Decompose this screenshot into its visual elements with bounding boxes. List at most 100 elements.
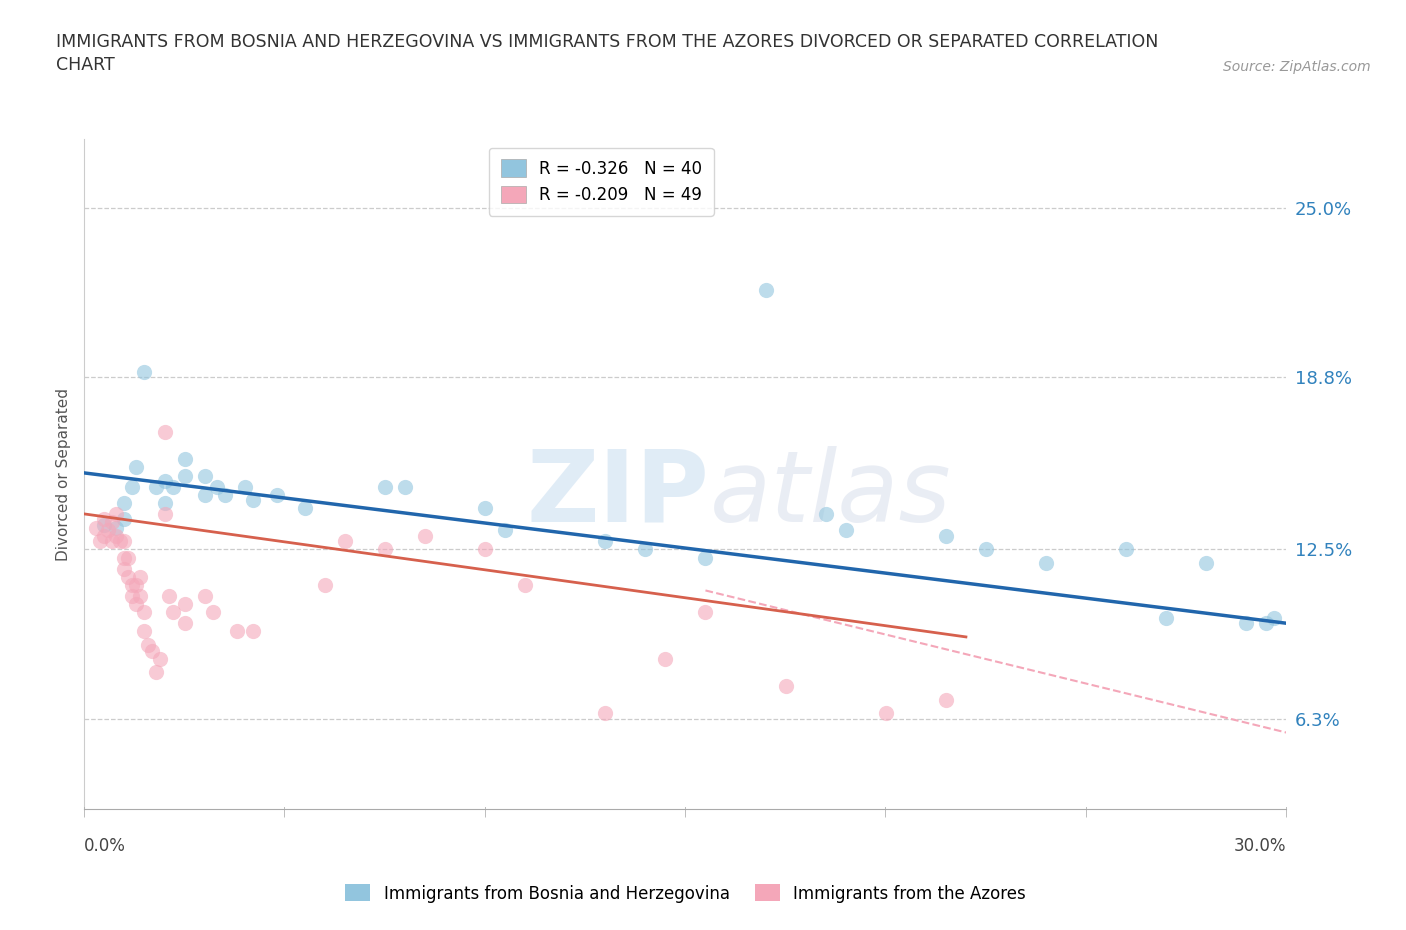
Point <box>595 534 617 549</box>
Text: ZIP: ZIP <box>527 445 710 543</box>
Point <box>105 528 128 543</box>
Point <box>314 578 336 592</box>
Point <box>173 468 195 483</box>
Point <box>153 424 176 439</box>
Point <box>125 460 148 475</box>
Point <box>266 487 288 502</box>
Point <box>205 479 228 494</box>
Point <box>413 528 436 543</box>
Point <box>153 473 176 488</box>
Point <box>134 365 156 379</box>
Text: |: | <box>283 806 287 817</box>
Point <box>125 578 148 592</box>
Point <box>162 479 184 494</box>
Point <box>101 534 124 549</box>
Point <box>129 569 152 584</box>
Point <box>634 542 657 557</box>
Point <box>97 523 120 538</box>
Text: |: | <box>484 806 486 817</box>
Text: CHART: CHART <box>56 56 115 73</box>
Point <box>814 507 837 522</box>
Point <box>121 589 143 604</box>
Point <box>153 507 176 522</box>
Point <box>114 551 135 565</box>
Point <box>173 616 195 631</box>
Point <box>1156 610 1178 625</box>
Point <box>394 479 416 494</box>
Text: |: | <box>1084 806 1088 817</box>
Point <box>105 507 128 522</box>
Point <box>134 604 156 619</box>
Point <box>374 542 396 557</box>
Point <box>214 487 236 502</box>
Point <box>695 604 717 619</box>
Point <box>695 551 717 565</box>
Point <box>157 589 180 604</box>
Text: 30.0%: 30.0% <box>1234 837 1286 855</box>
Point <box>194 487 217 502</box>
Point <box>201 604 224 619</box>
Point <box>114 534 135 549</box>
Point <box>145 479 167 494</box>
Text: Source: ZipAtlas.com: Source: ZipAtlas.com <box>1223 60 1371 74</box>
Point <box>474 542 496 557</box>
Point <box>194 468 217 483</box>
Point <box>117 569 139 584</box>
Point <box>125 597 148 612</box>
Text: |: | <box>683 806 688 817</box>
Point <box>242 624 264 639</box>
Point <box>515 578 537 592</box>
Point <box>974 542 997 557</box>
Point <box>138 638 160 653</box>
Point <box>110 534 132 549</box>
Point <box>105 520 128 535</box>
Point <box>333 534 356 549</box>
Point <box>654 651 676 666</box>
Point <box>1195 556 1218 571</box>
Point <box>134 624 156 639</box>
Point <box>595 706 617 721</box>
Point <box>93 512 115 526</box>
Text: |: | <box>1285 806 1288 817</box>
Point <box>86 520 108 535</box>
Point <box>374 479 396 494</box>
Point <box>121 578 143 592</box>
Text: 0.0%: 0.0% <box>84 837 127 855</box>
Point <box>242 493 264 508</box>
Point <box>1234 616 1257 631</box>
Point <box>121 479 143 494</box>
Point <box>935 692 957 707</box>
Text: atlas: atlas <box>710 445 950 543</box>
Point <box>101 514 124 529</box>
Point <box>141 644 163 658</box>
Point <box>153 496 176 511</box>
Point <box>935 528 957 543</box>
Point <box>173 452 195 467</box>
Point <box>114 496 135 511</box>
Point <box>173 597 195 612</box>
Point <box>114 512 135 526</box>
Text: |: | <box>884 806 887 817</box>
Point <box>755 283 778 298</box>
Point <box>149 651 172 666</box>
Point <box>1035 556 1057 571</box>
Point <box>1256 616 1278 631</box>
Point <box>225 624 247 639</box>
Point <box>145 665 167 680</box>
Point <box>93 528 115 543</box>
Point <box>1115 542 1137 557</box>
Legend: R = -0.326   N = 40, R = -0.209   N = 49: R = -0.326 N = 40, R = -0.209 N = 49 <box>489 148 714 216</box>
Point <box>93 517 115 532</box>
Point <box>294 501 316 516</box>
Point <box>1263 610 1285 625</box>
Point <box>129 589 152 604</box>
Point <box>233 479 256 494</box>
Point <box>114 561 135 576</box>
Point <box>494 523 516 538</box>
Point <box>835 523 858 538</box>
Text: |: | <box>83 806 86 817</box>
Point <box>117 551 139 565</box>
Point <box>474 501 496 516</box>
Point <box>162 604 184 619</box>
Point <box>194 589 217 604</box>
